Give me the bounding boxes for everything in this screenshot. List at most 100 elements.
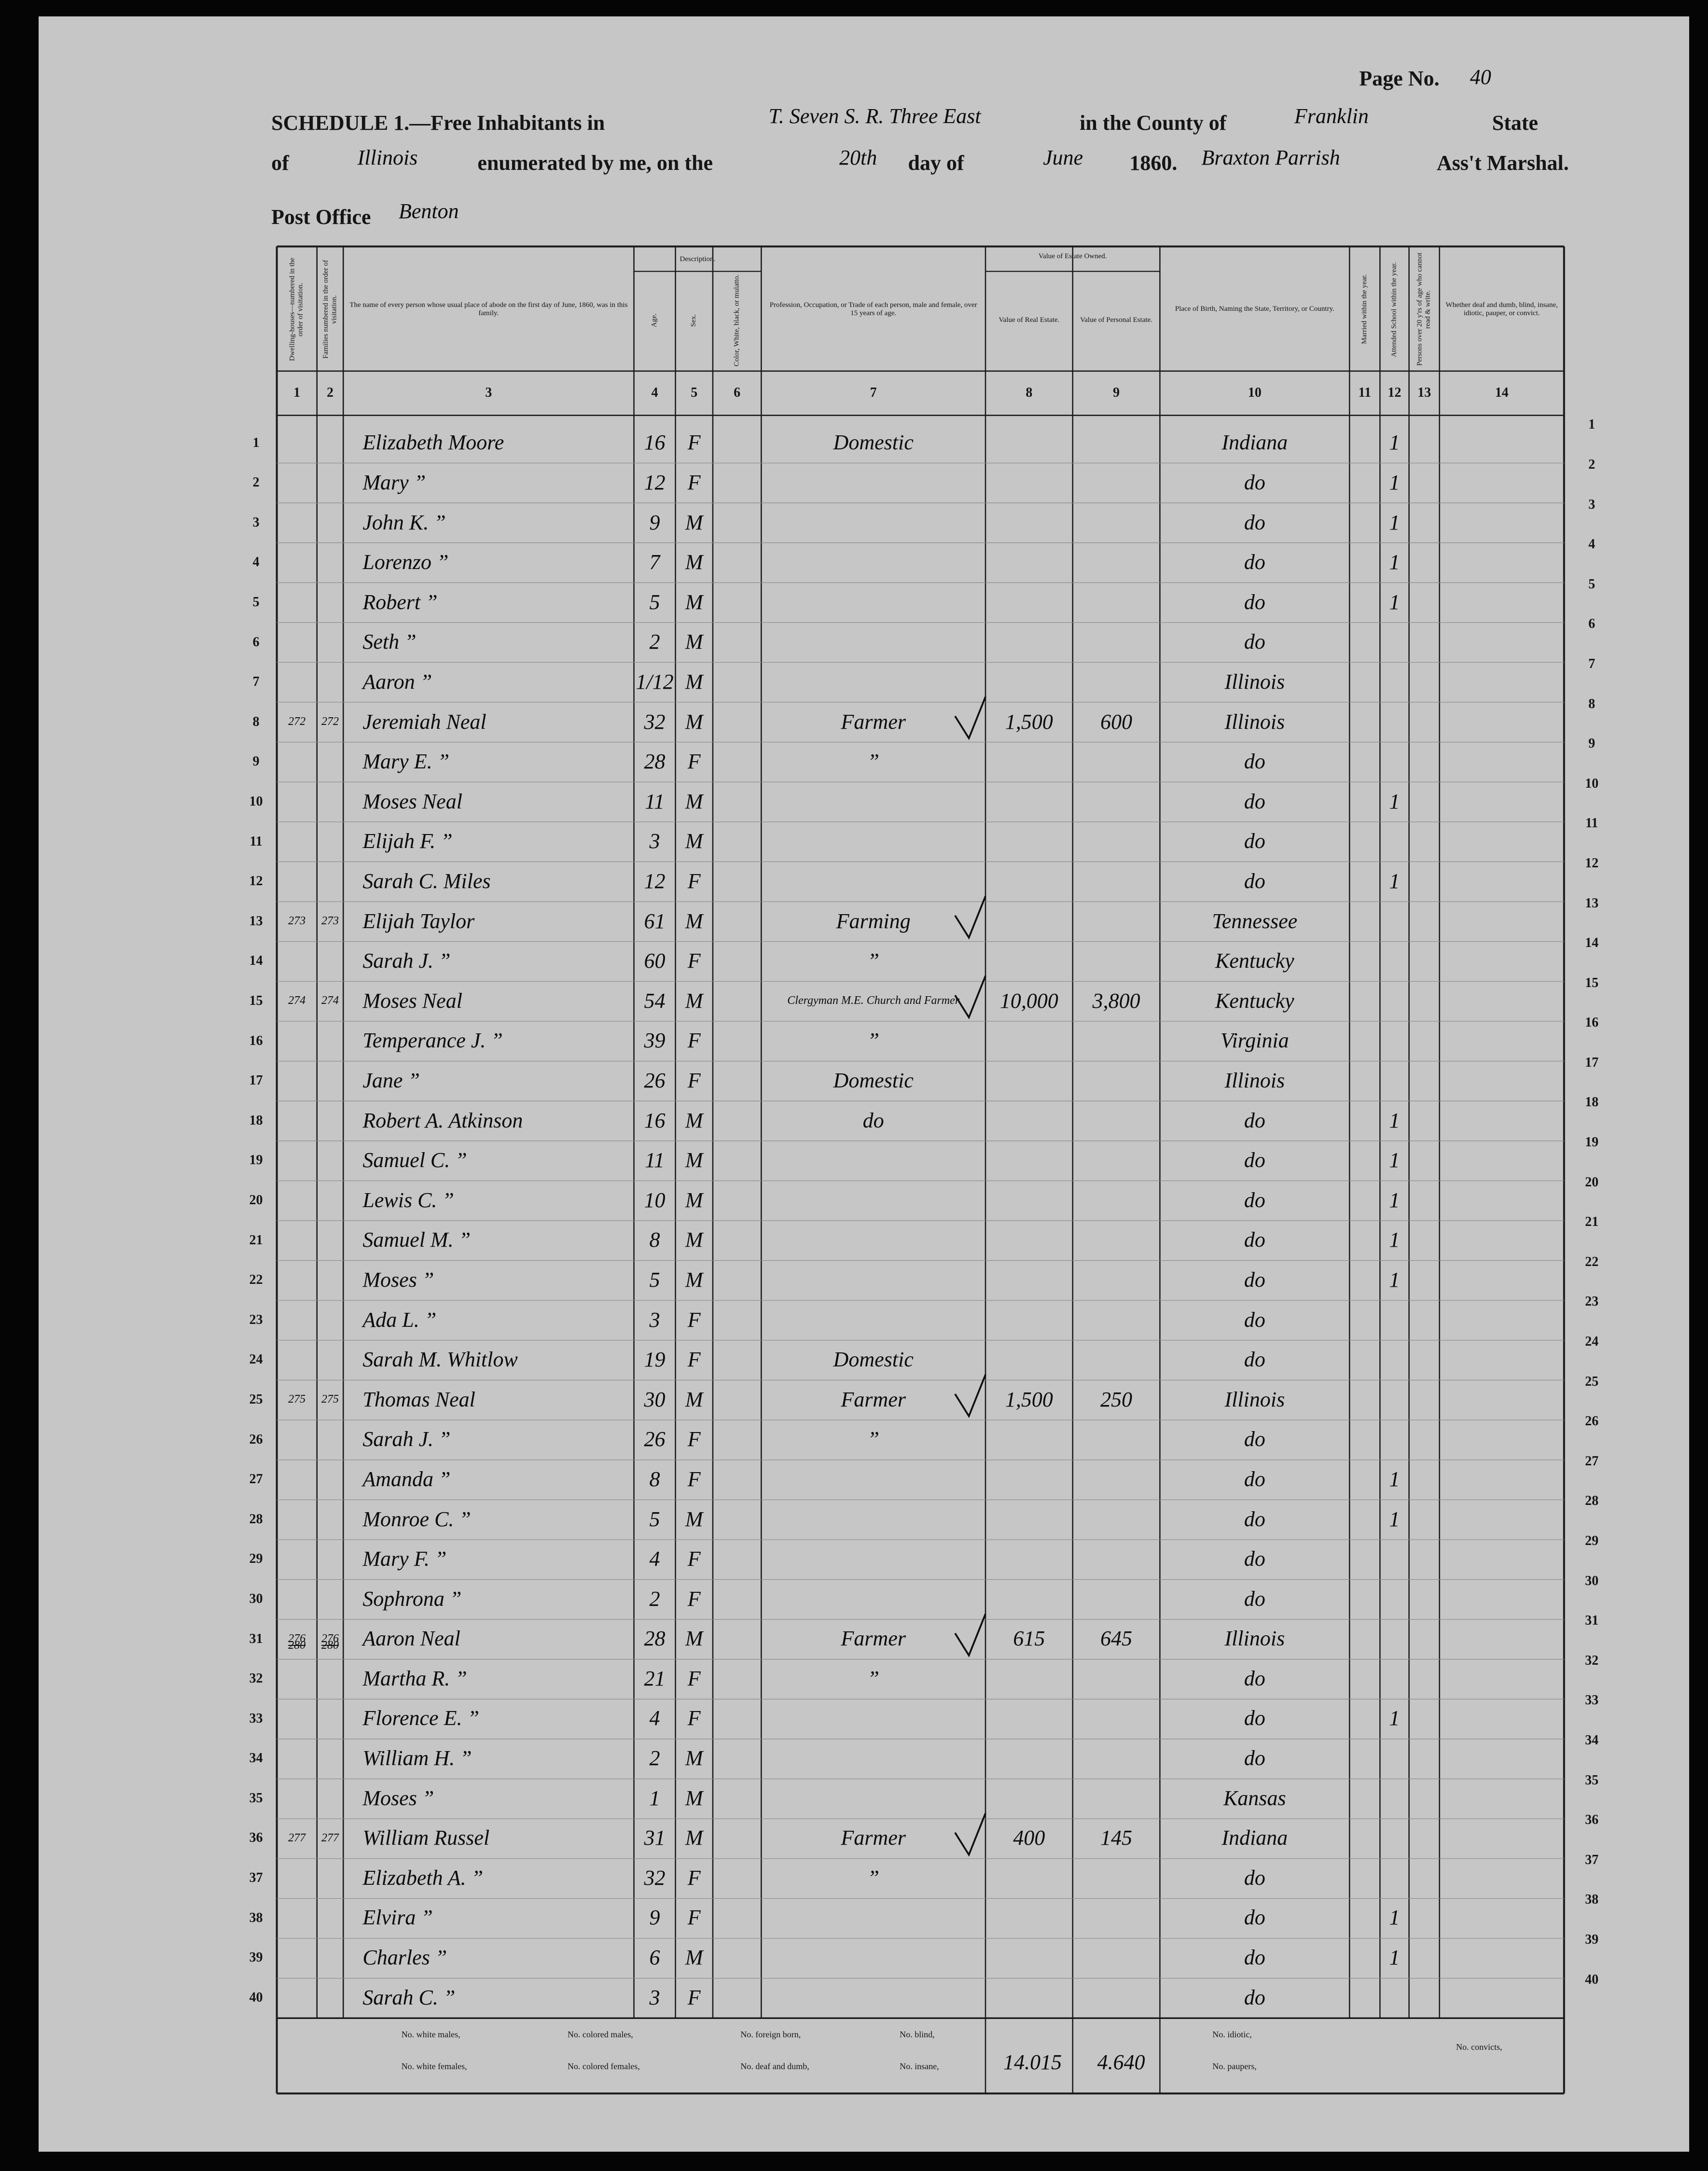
birthplace: do (1244, 590, 1265, 614)
dwelling-number: 275 (288, 1393, 306, 1406)
occupation: Farmer (841, 710, 906, 734)
occupation: ” (867, 949, 879, 973)
school-mark: 1 (1389, 869, 1400, 893)
birthplace: do (1244, 789, 1265, 813)
dwelling-number: 273 (288, 915, 306, 928)
enumerated-label: enumerated by me, on the (477, 151, 713, 175)
sex: M (685, 1108, 703, 1132)
row-number: 4 (252, 555, 260, 570)
birthplace: do (1244, 829, 1265, 853)
row-number: 39 (1585, 1932, 1599, 1947)
person-name: Elvira ” (362, 1906, 433, 1930)
day: 20th (839, 145, 877, 169)
person-name: Sophrona ” (362, 1586, 462, 1611)
row-number: 15 (1585, 975, 1599, 990)
row-number: 34 (249, 1751, 263, 1766)
sex: M (685, 1627, 703, 1651)
sex: M (685, 829, 703, 853)
school-mark: 1 (1389, 1467, 1400, 1491)
sex: M (685, 1946, 703, 1970)
column-number: 11 (1358, 385, 1371, 401)
school-mark: 1 (1389, 1906, 1400, 1930)
row-number: 14 (249, 953, 263, 969)
person-name: Sarah C. Miles (362, 869, 491, 893)
sex: M (685, 789, 703, 813)
row-number: 19 (1585, 1135, 1599, 1150)
row-number: 8 (252, 714, 260, 729)
real-estate: 400 (1013, 1826, 1045, 1850)
row-number: 22 (249, 1272, 263, 1288)
tally-check (954, 1613, 986, 1657)
sex: M (685, 1188, 703, 1212)
real-estate: 1,500 (1005, 1387, 1053, 1411)
sex: F (687, 1427, 701, 1451)
page-number: 40 (1470, 65, 1491, 89)
row-number: 29 (1585, 1533, 1599, 1549)
marshal: Braxton Parrish (1201, 145, 1340, 169)
person-name: Elijah Taylor (362, 909, 475, 933)
birthplace: do (1244, 1267, 1265, 1292)
age: 9 (649, 1906, 660, 1930)
footer-label: No. colored females, (567, 2061, 640, 2072)
row-number: 18 (249, 1113, 263, 1128)
birthplace: do (1244, 1467, 1265, 1491)
sex: M (685, 1387, 703, 1411)
tally-check (954, 1813, 986, 1857)
column-heading: Whether deaf and dumb, blind, insane, id… (1445, 301, 1558, 317)
state-label: State (1492, 111, 1538, 135)
row-number: 6 (1588, 616, 1596, 632)
row-number: 26 (249, 1432, 263, 1447)
township: T. Seven S. R. Three East (768, 104, 981, 128)
column-number: 6 (734, 385, 741, 401)
occupation: ” (867, 1666, 879, 1690)
age: 1/12 (636, 670, 674, 694)
age: 61 (644, 909, 666, 933)
birthplace: do (1244, 1906, 1265, 1930)
birthplace: Indiana (1222, 1826, 1288, 1850)
person-name: Monroe C. ” (362, 1507, 471, 1531)
row-number: 5 (1588, 576, 1596, 592)
row-number: 36 (1585, 1812, 1599, 1828)
sex: M (685, 1148, 703, 1172)
person-name: Lewis C. ” (362, 1188, 454, 1212)
column-heading: Families numbered in the order of visita… (321, 260, 338, 359)
row-number: 31 (1585, 1613, 1599, 1628)
age: 7 (649, 550, 660, 574)
row-number: 37 (1585, 1852, 1599, 1867)
row-number: 37 (249, 1870, 263, 1886)
birthplace: do (1244, 1985, 1265, 2009)
row-number: 25 (249, 1392, 263, 1407)
age: 11 (645, 789, 665, 813)
sex: F (687, 1586, 701, 1611)
estate-heading: Value of Estate Owned. (1038, 252, 1107, 261)
real-estate-total: 14.015 (1003, 2050, 1062, 2074)
row-number: 12 (1585, 855, 1599, 871)
birthplace: Kansas (1223, 1786, 1286, 1810)
age: 28 (644, 750, 666, 774)
dwelling-number: 274 (288, 994, 306, 1007)
row-number: 7 (1588, 656, 1596, 671)
person-name: Seth ” (362, 630, 417, 654)
age: 9 (649, 510, 660, 534)
sex: F (687, 1547, 701, 1571)
sex: F (687, 1467, 701, 1491)
row-number: 27 (1585, 1453, 1599, 1469)
occupation: Clergyman M.E. Church and Farmer (787, 994, 960, 1007)
birthplace: do (1244, 1148, 1265, 1172)
row-number: 18 (1585, 1095, 1599, 1110)
person-name: William H. ” (362, 1746, 472, 1770)
person-name: Robert A. Atkinson (362, 1108, 523, 1132)
row-number: 26 (1585, 1414, 1599, 1429)
age: 19 (644, 1348, 666, 1372)
birthplace: do (1244, 1348, 1265, 1372)
sex: F (687, 750, 701, 774)
row-number: 13 (249, 913, 263, 929)
row-number: 36 (249, 1830, 263, 1846)
row-number: 20 (1585, 1174, 1599, 1190)
age: 5 (649, 1507, 660, 1531)
sex: F (687, 1985, 701, 2009)
row-number: 7 (252, 674, 260, 690)
family-number: 275 (321, 1393, 339, 1406)
sex: M (685, 1746, 703, 1770)
row-number: 13 (1585, 895, 1599, 911)
